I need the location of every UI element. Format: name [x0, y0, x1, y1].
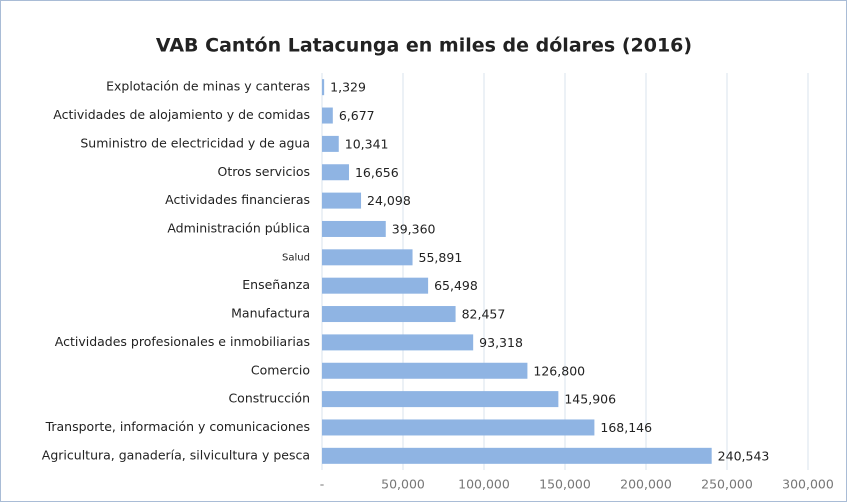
- bar: [322, 220, 386, 237]
- y-tick-label: Enseñanza: [242, 277, 310, 292]
- y-tick-label: Salud: [282, 252, 310, 263]
- bar: [322, 277, 429, 294]
- y-tick-label: Actividades financieras: [165, 192, 310, 207]
- y-tick-label: Transporte, información y comunicaciones: [45, 419, 310, 434]
- y-tick-label: Construcción: [228, 391, 310, 406]
- data-label: 1,329: [330, 80, 366, 95]
- x-tick-label: -: [320, 477, 325, 492]
- y-tick-label: Administración pública: [167, 220, 310, 235]
- data-label: 39,360: [392, 221, 436, 236]
- bar: [322, 419, 595, 436]
- bar: [322, 192, 362, 209]
- x-tick-label: 300,000: [782, 477, 834, 492]
- y-tick-label: Agricultura, ganadería, silvicultura y p…: [42, 447, 310, 462]
- bar: [322, 391, 559, 408]
- bar: [322, 79, 325, 96]
- bar: [322, 107, 333, 124]
- y-tick-label: Actividades de alojamiento y de comidas: [53, 107, 310, 122]
- x-tick-label: 50,000: [381, 477, 425, 492]
- data-label: 93,318: [479, 335, 523, 350]
- bar: [322, 306, 456, 323]
- data-label: 145,906: [564, 392, 616, 407]
- y-tick-label: Suministro de electricidad y de agua: [80, 135, 310, 150]
- x-tick-label: 200,000: [620, 477, 672, 492]
- x-tick-label: 100,000: [458, 477, 510, 492]
- data-label: 24,098: [367, 193, 411, 208]
- bar: [322, 334, 474, 351]
- bar: [322, 447, 712, 464]
- data-label: 55,891: [419, 250, 463, 265]
- bar: [322, 164, 349, 181]
- y-tick-label: Explotación de minas y canteras: [106, 79, 310, 94]
- x-tick-label: 150,000: [539, 477, 591, 492]
- data-label: 82,457: [462, 307, 506, 322]
- bar: [322, 249, 413, 266]
- chart-title: VAB Cantón Latacunga en miles de dólares…: [156, 35, 692, 57]
- data-label: 126,800: [533, 363, 585, 378]
- bar: [322, 135, 339, 152]
- data-label: 168,146: [600, 420, 652, 435]
- y-tick-label: Comercio: [251, 362, 310, 377]
- x-tick-label: 250,000: [701, 477, 753, 492]
- y-tick-label: Otros servicios: [218, 164, 310, 179]
- data-label: 240,543: [718, 448, 770, 463]
- bar: [322, 362, 528, 379]
- data-label: 10,341: [345, 136, 389, 151]
- y-tick-label: Actividades profesionales e inmobiliaria…: [55, 334, 310, 349]
- data-label: 65,498: [434, 278, 478, 293]
- y-tick-label: Manufactura: [231, 306, 310, 321]
- data-label: 6,677: [339, 108, 375, 123]
- data-label: 16,656: [355, 165, 399, 180]
